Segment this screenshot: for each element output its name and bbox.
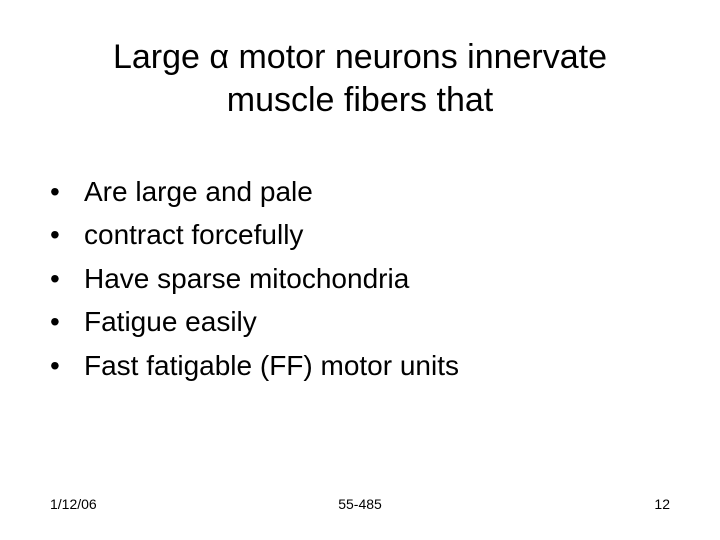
slide: Large α motor neurons innervate muscle f… bbox=[0, 0, 720, 540]
footer-course: 55-485 bbox=[50, 496, 670, 512]
slide-footer: 55-485 1/12/06 12 bbox=[50, 496, 670, 512]
list-item: • Have sparse mitochondria bbox=[50, 257, 650, 300]
title-line-2: muscle fibers that bbox=[227, 81, 493, 119]
bullet-icon: • bbox=[50, 170, 84, 213]
title-line-1: Large α motor neurons innervate bbox=[113, 38, 607, 76]
bullet-text: Are large and pale bbox=[84, 170, 313, 213]
slide-title: Large α motor neurons innervate muscle f… bbox=[0, 36, 720, 121]
bullet-icon: • bbox=[50, 344, 84, 387]
footer-date: 1/12/06 bbox=[50, 496, 97, 512]
bullet-icon: • bbox=[50, 213, 84, 256]
slide-body: • Are large and pale • contract forceful… bbox=[50, 170, 650, 387]
bullet-text: contract forcefully bbox=[84, 213, 303, 256]
bullet-icon: • bbox=[50, 300, 84, 343]
list-item: • contract forcefully bbox=[50, 213, 650, 256]
list-item: • Are large and pale bbox=[50, 170, 650, 213]
bullet-icon: • bbox=[50, 257, 84, 300]
bullet-text: Fast fatigable (FF) motor units bbox=[84, 344, 459, 387]
list-item: • Fatigue easily bbox=[50, 300, 650, 343]
list-item: • Fast fatigable (FF) motor units bbox=[50, 344, 650, 387]
footer-page-number: 12 bbox=[654, 496, 670, 512]
bullet-text: Have sparse mitochondria bbox=[84, 257, 409, 300]
bullet-text: Fatigue easily bbox=[84, 300, 257, 343]
